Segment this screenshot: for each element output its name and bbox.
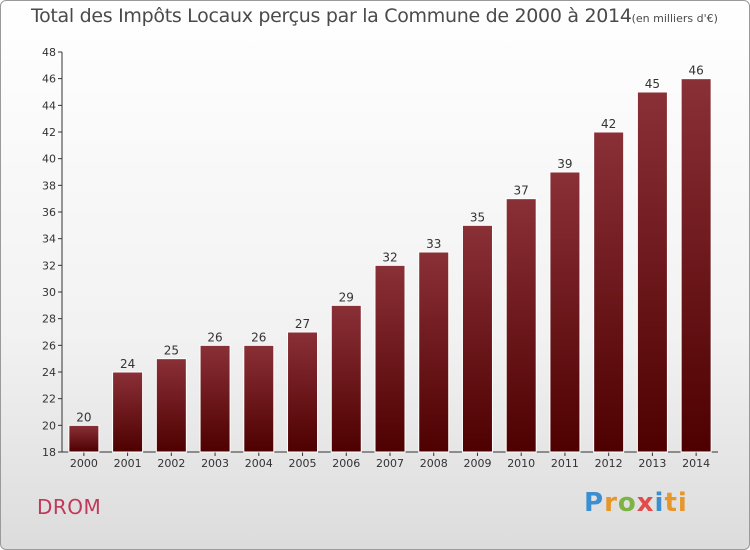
y-tick-label: 24 — [42, 366, 56, 379]
x-tick-label: 2000 — [70, 457, 98, 470]
data-label-2012: 42 — [601, 117, 616, 131]
chart-unit: (en milliers d'€) — [631, 12, 718, 25]
data-label-2000: 20 — [76, 410, 91, 424]
data-label-2013: 45 — [645, 77, 660, 91]
y-tick-label: 22 — [42, 393, 56, 406]
bar-2010 — [505, 198, 537, 453]
y-tick-label: 26 — [42, 339, 56, 352]
proxiti-logo[interactable]: Proxiti — [584, 488, 688, 518]
bar-2011 — [549, 171, 581, 453]
bar-2005 — [287, 331, 319, 453]
x-tick-label: 2011 — [551, 457, 579, 470]
chart-title-text: Total des Impôts Locaux perçus par la Co… — [31, 5, 632, 27]
x-tick-label: 2007 — [376, 457, 404, 470]
x-tick-label: 2003 — [201, 457, 229, 470]
y-tick-label: 46 — [42, 73, 56, 86]
y-tick-label: 30 — [42, 286, 56, 299]
bar-2012 — [593, 131, 625, 453]
x-tick-label: 2012 — [595, 457, 623, 470]
bars — [68, 78, 712, 453]
x-tick-label: 2013 — [638, 457, 666, 470]
bar-2003 — [199, 344, 231, 453]
bar-2008 — [418, 251, 450, 453]
data-label-2002: 25 — [164, 344, 179, 358]
data-label-2010: 37 — [514, 184, 529, 198]
bar-2001 — [112, 371, 144, 453]
bar-2002 — [155, 358, 187, 453]
x-tick-label: 2001 — [114, 457, 142, 470]
data-label-2005: 27 — [295, 317, 310, 331]
x-tick-label: 2008 — [420, 457, 448, 470]
y-tick-label: 20 — [42, 419, 56, 432]
data-label-2007: 32 — [382, 250, 397, 264]
x-tick-label: 2002 — [157, 457, 185, 470]
y-tick-label: 48 — [42, 46, 56, 59]
bar-2013 — [636, 91, 668, 453]
bar-2004 — [243, 344, 275, 453]
data-label-2003: 26 — [207, 330, 222, 344]
commune-name: DROM — [37, 495, 102, 519]
y-tick-label: 32 — [42, 259, 56, 272]
data-labels: 20 24 25 26 26 27 29 32 33 35 37 39 42 45 46 — [76, 64, 704, 425]
x-tick-label: 2014 — [682, 457, 710, 470]
bar-2000 — [68, 424, 100, 453]
x-tick-label: 2006 — [332, 457, 360, 470]
data-label-2009: 35 — [470, 210, 485, 224]
data-label-2014: 46 — [688, 64, 703, 78]
y-tick-label: 28 — [42, 313, 56, 326]
x-tick-label: 2009 — [463, 457, 491, 470]
y-tick-label: 38 — [42, 179, 56, 192]
x-tick-label: 2004 — [245, 457, 273, 470]
y-tick-label: 34 — [42, 233, 56, 246]
data-label-2011: 39 — [557, 157, 572, 171]
y-tick-label: 40 — [42, 153, 56, 166]
y-tick-label: 36 — [42, 206, 56, 219]
x-tick-label: 2010 — [507, 457, 535, 470]
bar-2007 — [374, 264, 406, 453]
data-label-2001: 24 — [120, 357, 135, 371]
x-tick-label: 2005 — [289, 457, 317, 470]
y-tick-label: 42 — [42, 126, 56, 139]
data-label-2006: 29 — [339, 290, 354, 304]
bar-2009 — [461, 224, 493, 453]
bar-2006 — [330, 304, 362, 453]
data-label-2008: 33 — [426, 237, 441, 251]
bar-2014 — [680, 78, 712, 453]
data-label-2004: 26 — [251, 330, 266, 344]
y-tick-label: 18 — [42, 446, 56, 459]
chart-title: Total des Impôts Locaux perçus par la Co… — [31, 5, 718, 27]
y-tick-label: 44 — [42, 99, 56, 112]
